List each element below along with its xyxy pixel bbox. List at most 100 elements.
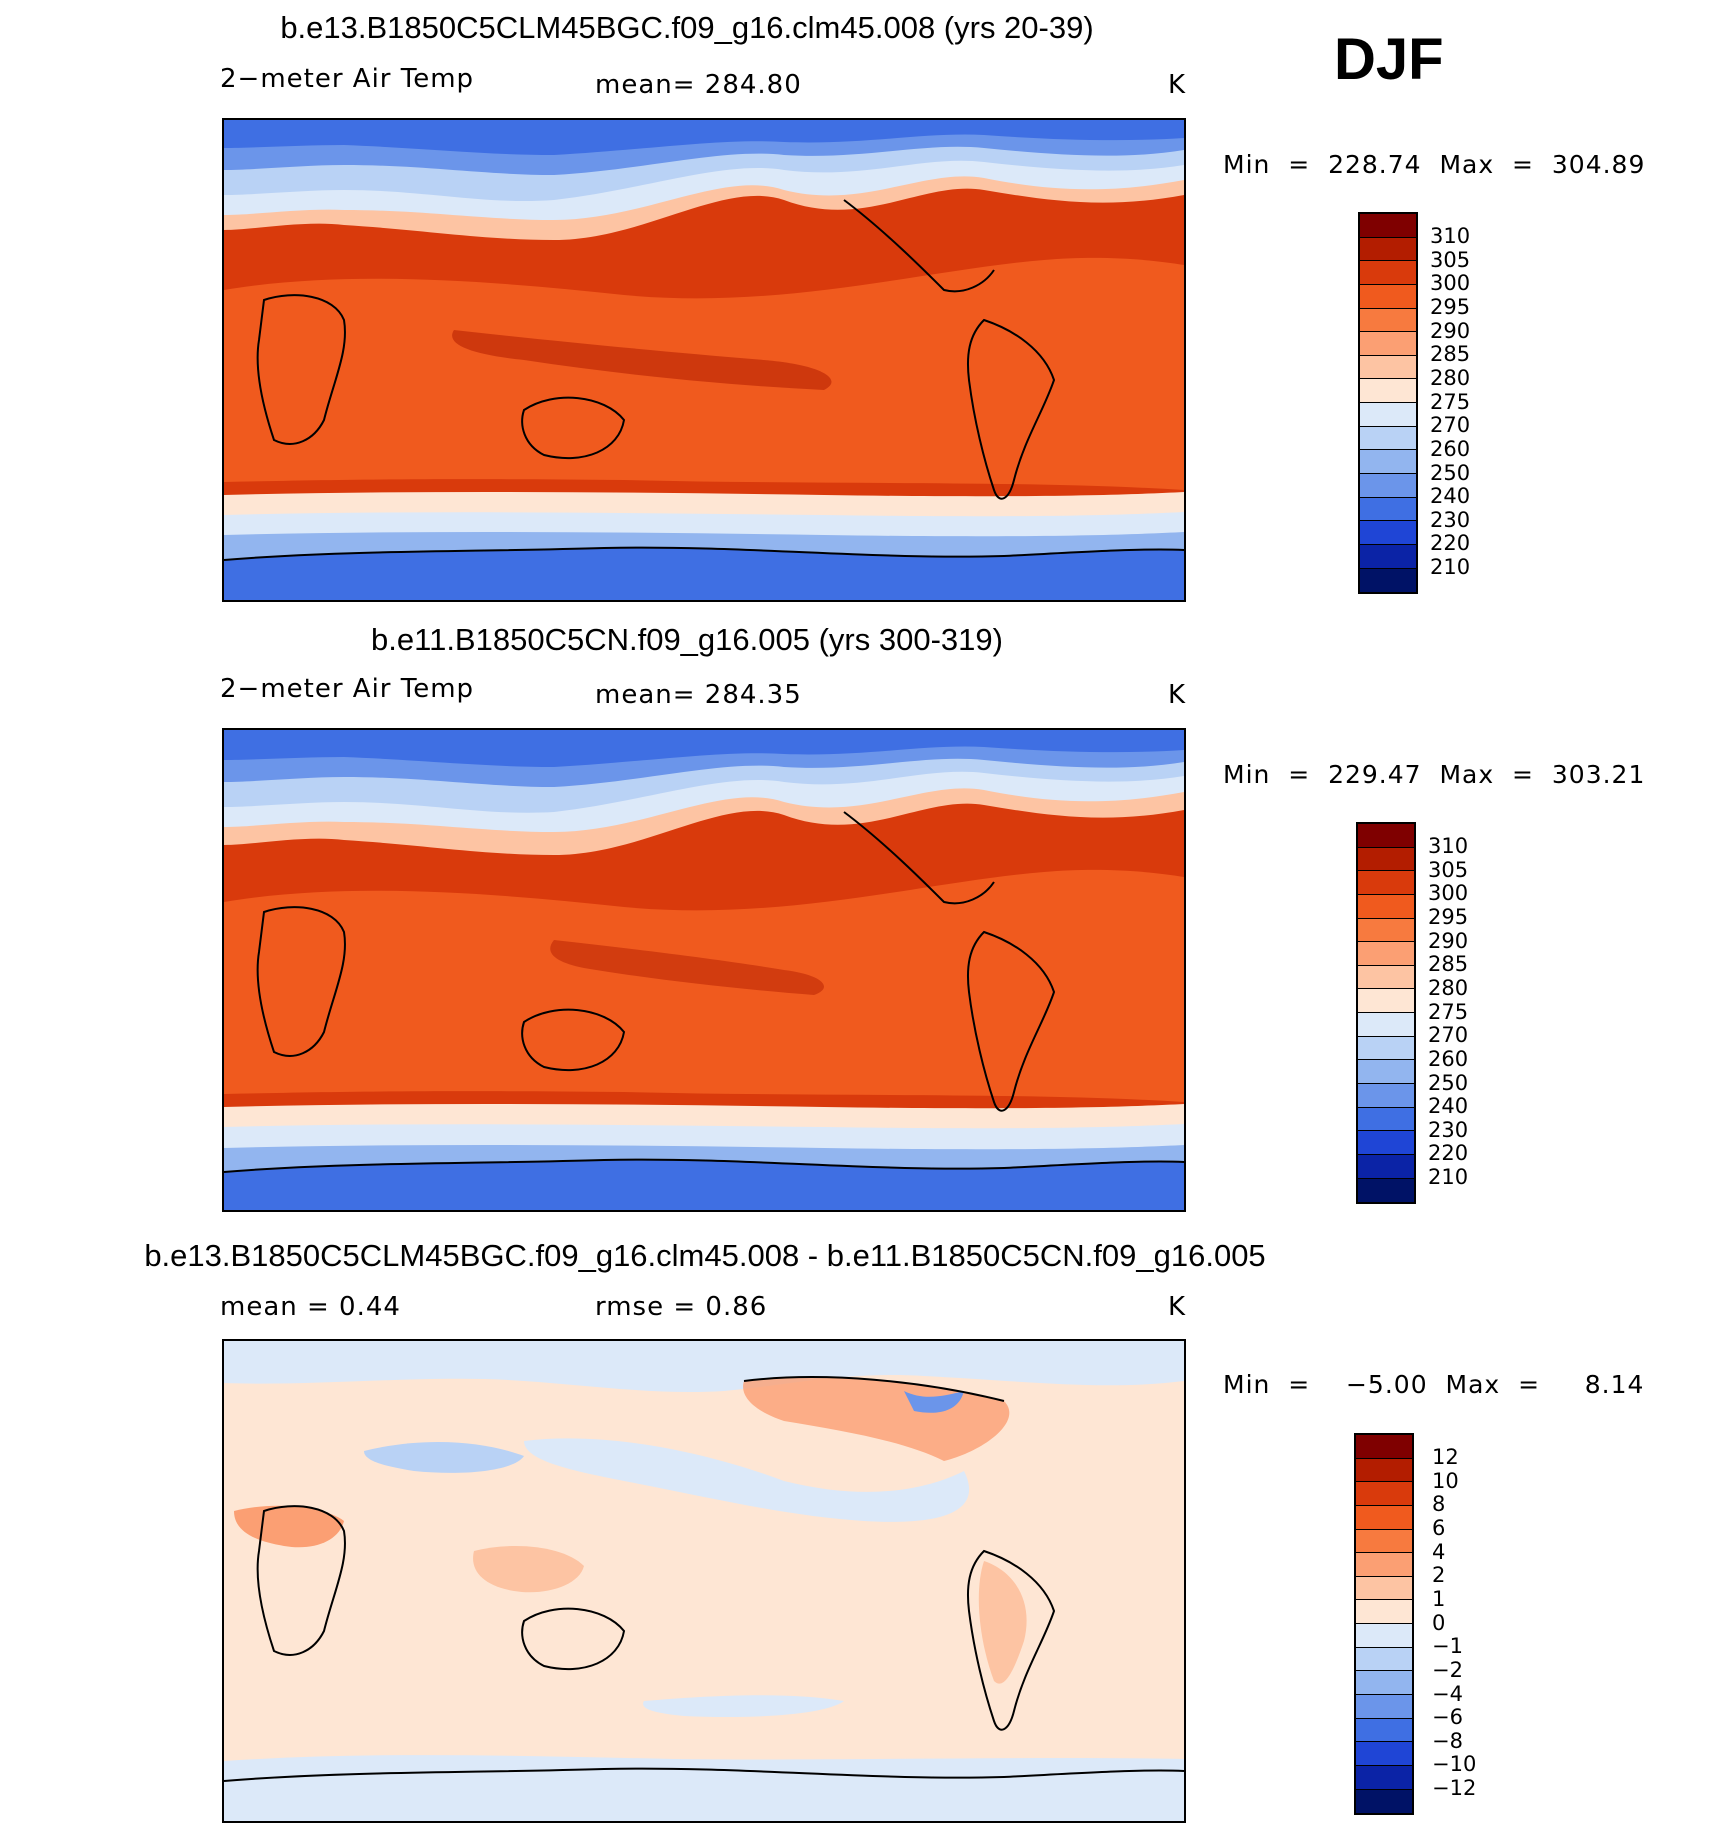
- colorbar-swatch: [1358, 989, 1414, 1014]
- colorbar-swatch: [1360, 497, 1416, 522]
- colorbar-swatch: [1360, 568, 1416, 593]
- colorbar-swatch: [1356, 1671, 1412, 1696]
- colorbar-swatch: [1360, 355, 1416, 380]
- colorbar-swatch: [1360, 450, 1416, 475]
- panel-2-temperature-field: [224, 730, 1184, 1210]
- panel-3-difference-field: [224, 1341, 1184, 1821]
- colorbar-tick-label: 230: [1430, 507, 1471, 532]
- colorbar-swatch: [1360, 474, 1416, 498]
- colorbar-swatch: [1356, 1435, 1412, 1459]
- colorbar-tick-label: −4: [1432, 1681, 1463, 1706]
- colorbar-swatch: [1360, 261, 1416, 285]
- colorbar-tick-label: 1: [1432, 1586, 1446, 1611]
- colorbar-tick-label: 250: [1430, 460, 1471, 485]
- panel-1-minmax: Min = 228.74 Max = 304.89: [1223, 150, 1646, 179]
- colorbar-swatch: [1358, 942, 1414, 966]
- colorbar-tick-label: 285: [1428, 952, 1469, 977]
- colorbar-swatch: [1356, 1742, 1412, 1766]
- colorbar-swatch: [1356, 1458, 1412, 1483]
- colorbar-swatch: [1360, 521, 1416, 545]
- colorbar-tick-label: 270: [1430, 413, 1471, 438]
- panel-2-units-label: K: [1168, 680, 1187, 710]
- colorbar-tick-label: 300: [1430, 271, 1471, 296]
- colorbar-swatch: [1356, 1789, 1412, 1814]
- colorbar-tick-label: 230: [1428, 1117, 1469, 1142]
- colorbar-tick-label: 305: [1430, 247, 1471, 272]
- colorbar-tick-label: 220: [1428, 1141, 1469, 1166]
- panel-1-variable-label: 2−meter Air Temp: [220, 64, 475, 94]
- colorbar-swatch: [1360, 284, 1416, 309]
- panel-3-rmse-label: rmse = 0.86: [595, 1292, 768, 1322]
- colorbar-tick-label: 280: [1430, 365, 1471, 390]
- colorbar-swatch: [1360, 214, 1416, 238]
- colorbar-swatch: [1356, 1600, 1412, 1625]
- colorbar-tick-label: 305: [1428, 857, 1469, 882]
- colorbar-tick-label: 210: [1428, 1165, 1469, 1190]
- colorbar-swatch: [1358, 1013, 1414, 1037]
- colorbar-tick-label: −2: [1432, 1657, 1463, 1682]
- panel-2-minmax: Min = 229.47 Max = 303.21: [1223, 760, 1646, 789]
- colorbar-swatch: [1356, 1765, 1412, 1790]
- panel-2-colorbar: [1356, 822, 1416, 1205]
- panel-1-units-label: K: [1168, 70, 1187, 100]
- colorbar-tick-label: −8: [1432, 1728, 1463, 1753]
- colorbar-swatch: [1356, 1482, 1412, 1506]
- colorbar-tick-label: 220: [1430, 531, 1471, 556]
- panel-3-map: [222, 1339, 1186, 1823]
- colorbar-swatch: [1360, 544, 1416, 569]
- colorbar-swatch: [1356, 1553, 1412, 1577]
- colorbar-swatch: [1356, 1576, 1412, 1601]
- colorbar-tick-label: 260: [1430, 436, 1471, 461]
- colorbar-swatch: [1356, 1647, 1412, 1672]
- colorbar-swatch: [1358, 1036, 1414, 1061]
- panel-3-minmax: Min = −5.00 Max = 8.14: [1223, 1370, 1645, 1399]
- colorbar-swatch: [1356, 1529, 1412, 1554]
- panel-2-title: b.e11.B1850C5CN.f09_g16.005 (yrs 300-319…: [371, 622, 1003, 657]
- colorbar-tick-label: 260: [1428, 1046, 1469, 1071]
- colorbar-tick-label: 12: [1432, 1445, 1459, 1469]
- colorbar-swatch: [1358, 1107, 1414, 1132]
- colorbar-swatch: [1360, 308, 1416, 333]
- colorbar-tick-label: 290: [1428, 928, 1469, 953]
- colorbar-tick-label: 240: [1430, 484, 1471, 509]
- colorbar-tick-label: 285: [1430, 342, 1471, 367]
- colorbar-tick-label: 310: [1428, 834, 1469, 858]
- panel-3-title: b.e13.B1850C5CLM45BGC.f09_g16.clm45.008 …: [144, 1238, 1266, 1273]
- colorbar-swatch: [1358, 1131, 1414, 1155]
- colorbar-tick-label: 10: [1432, 1468, 1459, 1493]
- panel-3-units-label: K: [1168, 1292, 1187, 1322]
- colorbar-tick-label: 275: [1428, 999, 1469, 1024]
- colorbar-swatch: [1358, 1154, 1414, 1179]
- colorbar-tick-label: −1: [1432, 1634, 1463, 1659]
- panel-3-colorbar: [1354, 1433, 1414, 1816]
- colorbar-tick-label: 4: [1432, 1539, 1446, 1564]
- panel-1-colorbar: [1358, 212, 1418, 595]
- colorbar-swatch: [1360, 237, 1416, 262]
- colorbar-swatch: [1360, 426, 1416, 451]
- colorbar-swatch: [1358, 847, 1414, 872]
- colorbar-swatch: [1358, 1084, 1414, 1108]
- colorbar-tick-label: 295: [1430, 294, 1471, 319]
- colorbar-tick-label: 300: [1428, 881, 1469, 906]
- colorbar-tick-label: 0: [1432, 1610, 1446, 1635]
- colorbar-swatch: [1356, 1505, 1412, 1530]
- colorbar-tick-label: 6: [1432, 1515, 1446, 1540]
- colorbar-tick-label: 280: [1428, 975, 1469, 1000]
- panel-1-mean-label: mean= 284.80: [595, 70, 802, 100]
- panel-2-variable-label: 2−meter Air Temp: [220, 674, 475, 704]
- colorbar-swatch: [1358, 894, 1414, 919]
- colorbar-swatch: [1358, 871, 1414, 895]
- colorbar-tick-label: −6: [1432, 1705, 1463, 1730]
- colorbar-tick-label: 240: [1428, 1094, 1469, 1119]
- colorbar-tick-label: 275: [1430, 389, 1471, 414]
- colorbar-tick-label: 250: [1428, 1070, 1469, 1095]
- colorbar-swatch: [1360, 332, 1416, 356]
- panel-2-map: [222, 728, 1186, 1212]
- colorbar-tick-label: 295: [1428, 904, 1469, 929]
- colorbar-tick-label: 310: [1430, 224, 1471, 248]
- colorbar-swatch: [1356, 1718, 1412, 1743]
- colorbar-swatch: [1358, 824, 1414, 848]
- colorbar-swatch: [1360, 403, 1416, 427]
- colorbar-swatch: [1358, 1060, 1414, 1085]
- panel-1-map: [222, 118, 1186, 602]
